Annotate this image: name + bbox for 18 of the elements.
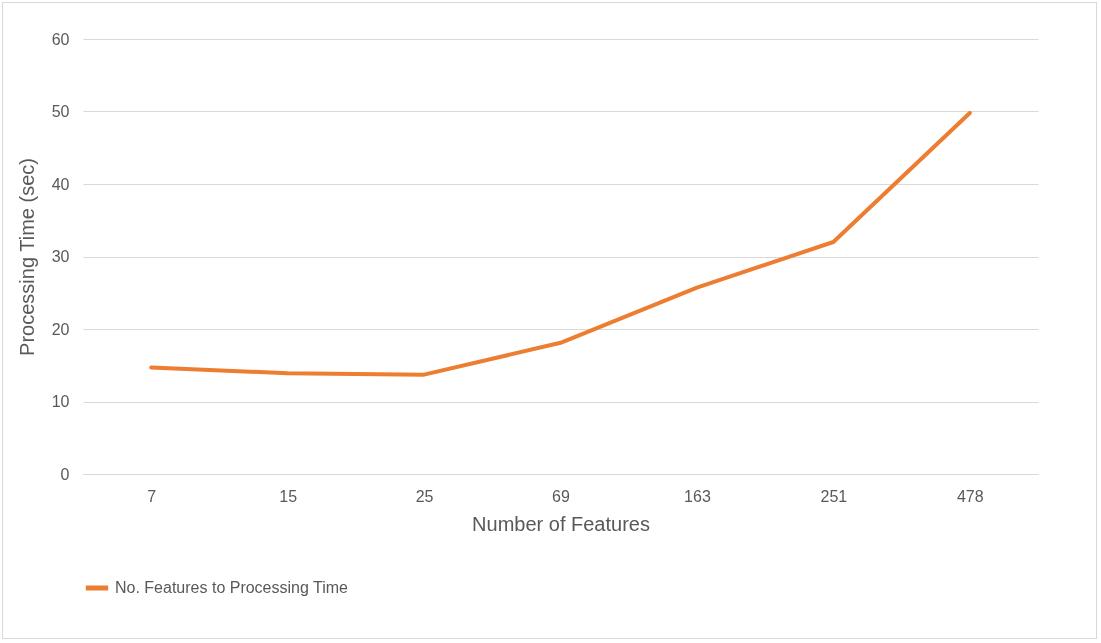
y-tick-label: 40	[51, 175, 70, 193]
y-tick-label: 10	[51, 393, 70, 410]
y-tick-label: 50	[51, 103, 70, 120]
x-tick-label: 25	[415, 487, 434, 505]
y-tick-label: 0	[60, 465, 70, 483]
x-axis-title: Number of Features	[472, 512, 650, 535]
x-tick-label: 251	[820, 487, 848, 505]
line-series	[149, 110, 972, 377]
y-tick-label: 30	[51, 248, 70, 265]
y-tick-label: 60	[51, 30, 70, 48]
x-tick-label: 69	[552, 487, 570, 505]
x-tick-label: 478	[956, 487, 984, 505]
x-tick-label: 7	[147, 487, 157, 505]
y-tick-label: 20	[51, 320, 70, 338]
x-tick-label: 15	[279, 487, 298, 505]
y-axis-title: Processing Time (sec)	[15, 158, 38, 356]
legend-label: No. Features to Processing Time	[115, 579, 349, 596]
x-tick-label: 163	[684, 487, 711, 505]
